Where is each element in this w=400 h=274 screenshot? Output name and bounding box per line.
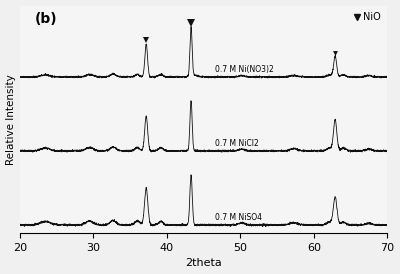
Text: (b): (b) — [34, 12, 57, 26]
Text: 0.7 M NiSO4: 0.7 M NiSO4 — [214, 213, 262, 222]
Text: 0.7 M Ni(NO3)2: 0.7 M Ni(NO3)2 — [214, 65, 273, 74]
Text: 0.7 M NiCl2: 0.7 M NiCl2 — [214, 139, 258, 148]
Y-axis label: Relative Intensity: Relative Intensity — [6, 74, 16, 165]
X-axis label: 2theta: 2theta — [185, 258, 222, 269]
Legend: NiO: NiO — [353, 10, 382, 24]
